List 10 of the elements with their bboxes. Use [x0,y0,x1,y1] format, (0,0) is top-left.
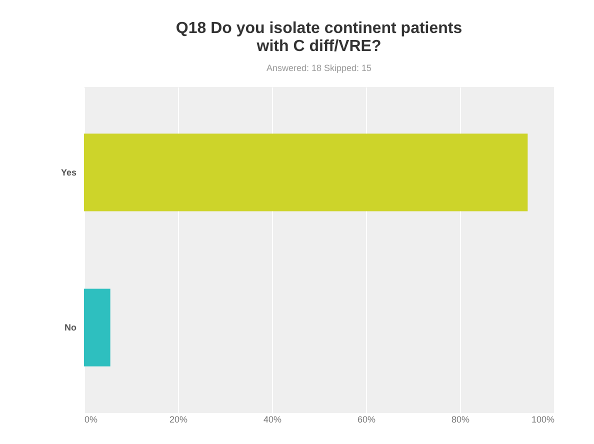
chart-title: Q18 Do you isolate continent patients with C diff/VRE? [176,20,462,55]
x-tick-label: 40% [263,414,282,424]
x-tick-label: 60% [357,414,376,424]
y-tick-label: Yes [60,167,76,178]
chart-subtitle: Answered: 18 Skipped: 15 [266,63,372,73]
x-tick-label: 80% [451,414,470,424]
x-tick-label: 0% [84,414,98,424]
y-tick-label: No [64,322,77,333]
x-tick-label: 100% [531,414,554,424]
x-tick-label: 20% [169,414,188,424]
